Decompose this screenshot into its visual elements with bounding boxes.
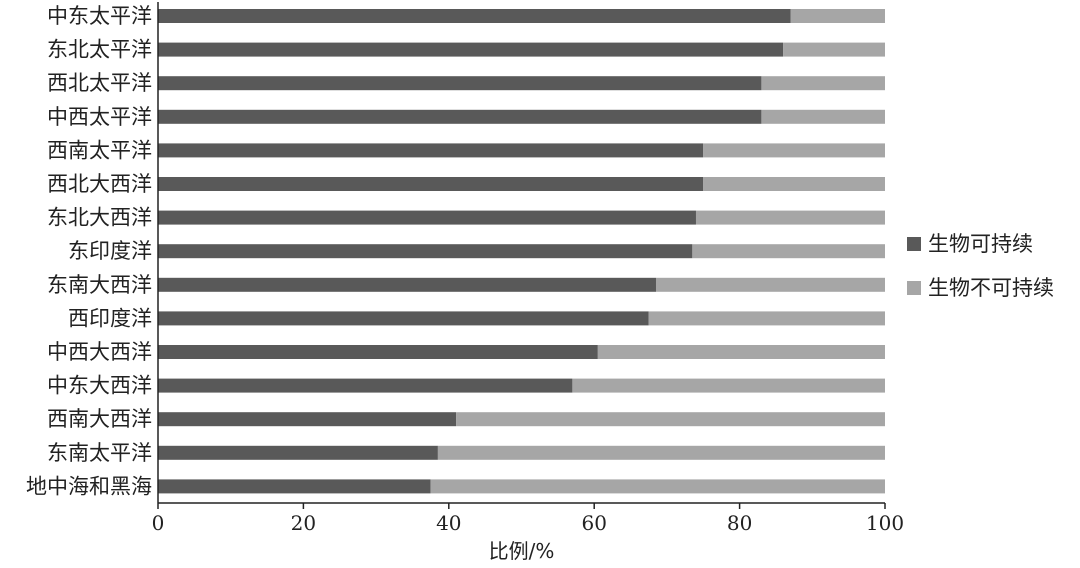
bar-sustainable-7 [158,244,693,259]
category-label: 东北大西洋 [47,206,152,230]
x-tick-label: 0 [152,511,165,535]
legend-swatch-sustainable [907,237,921,251]
category-label: 东北太平洋 [47,38,152,62]
bar-sustainable-1 [158,42,784,57]
category-label: 中东大西洋 [47,374,152,398]
bar-unsustainable-6 [695,210,885,225]
bar-sustainable-2 [158,76,762,91]
legend-swatch-unsustainable [907,281,921,295]
category-label: 地中海和黑海 [26,474,152,498]
category-label: 东南太平洋 [47,441,152,465]
bar-unsustainable-7 [692,244,885,259]
category-label: 东印度洋 [68,239,152,263]
bar-unsustainable-3 [761,109,885,124]
x-axis-title: 比例/% [489,539,555,563]
category-label: 西北大西洋 [47,172,152,196]
bar-sustainable-11 [158,378,573,393]
bar-sustainable-8 [158,277,656,292]
bar-unsustainable-10 [597,345,885,359]
category-label: 中西太平洋 [47,105,152,129]
category-label: 西南大西洋 [47,407,152,431]
x-ticks-group: 0 20 40 60 80 100 [152,503,904,535]
category-label: 中西大西洋 [47,340,152,364]
legend-label: 生物不可持续 [928,276,1054,300]
bar-sustainable-12 [158,412,457,427]
bar-sustainable-10 [158,345,598,359]
bar-sustainable-5 [158,177,704,191]
x-tick-label: 20 [291,511,316,535]
bar-unsustainable-0 [790,9,885,23]
bar-sustainable-4 [158,143,704,158]
category-label: 西北太平洋 [47,71,152,95]
category-label: 中东太平洋 [47,4,152,28]
x-tick-label: 100 [866,511,904,535]
x-tick-label: 80 [727,511,752,535]
category-label: 西印度洋 [68,306,152,330]
bar-unsustainable-1 [783,42,885,57]
bar-sustainable-14 [158,479,431,494]
bar-unsustainable-2 [761,76,885,91]
bar-sustainable-6 [158,210,696,225]
category-label: 西南太平洋 [47,138,152,162]
bars-group [158,9,885,494]
category-label: 东南大西洋 [47,273,152,297]
bar-sustainable-13 [158,445,438,460]
x-tick-label: 60 [581,511,606,535]
bar-sustainable-0 [158,9,791,23]
bar-unsustainable-4 [703,143,885,158]
bar-unsustainable-5 [703,177,885,191]
bar-sustainable-9 [158,311,649,326]
x-tick-label: 40 [436,511,461,535]
bar-sustainable-3 [158,109,762,124]
category-labels-group: 中东太平洋东北太平洋西北太平洋中西太平洋西南太平洋西北大西洋东北大西洋东印度洋东… [26,4,152,498]
bar-unsustainable-13 [437,445,885,460]
bar-unsustainable-9 [648,311,885,326]
bar-unsustainable-11 [572,378,885,393]
bar-unsustainable-8 [655,277,885,292]
legend-label: 生物可持续 [928,232,1033,256]
bar-unsustainable-14 [430,479,885,494]
bar-unsustainable-12 [456,412,885,427]
